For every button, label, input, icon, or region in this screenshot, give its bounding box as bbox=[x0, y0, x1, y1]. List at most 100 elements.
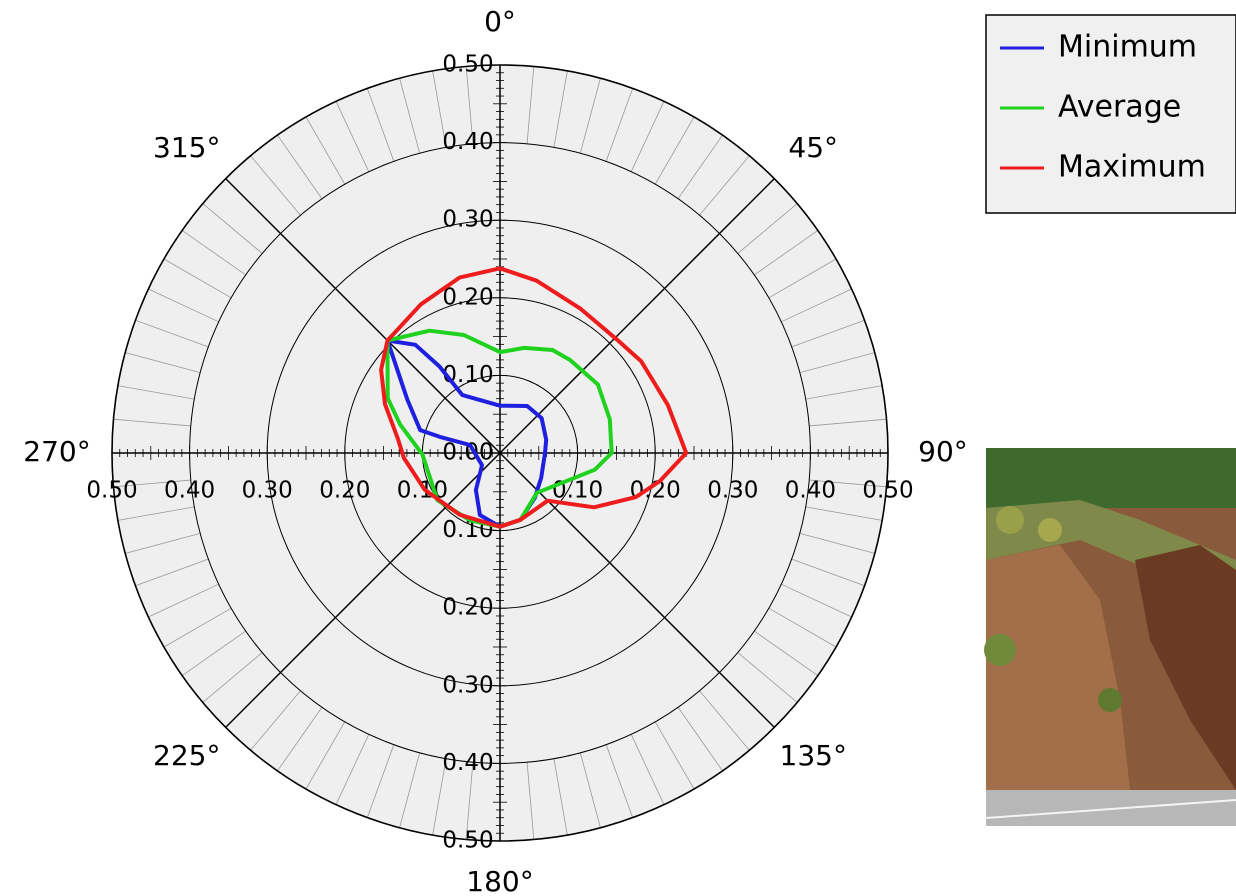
band-spoke bbox=[737, 652, 798, 703]
r-tick-label: 0.40 bbox=[164, 478, 215, 504]
r-tick-label: 0.40 bbox=[442, 129, 493, 155]
band-spoke bbox=[654, 116, 695, 185]
band-spoke bbox=[366, 88, 395, 162]
band-spoke bbox=[605, 88, 634, 162]
axis-spoke bbox=[499, 178, 775, 454]
band-spoke bbox=[579, 78, 601, 154]
band-spoke bbox=[135, 319, 209, 348]
band-spoke bbox=[805, 385, 883, 400]
band-spoke bbox=[754, 230, 819, 276]
band-spoke bbox=[277, 134, 323, 199]
axis-spoke bbox=[225, 178, 501, 454]
r-tick-label: 0.20 bbox=[442, 284, 493, 310]
band-spoke bbox=[305, 721, 346, 790]
band-spoke bbox=[579, 752, 601, 828]
r-tick-label: 0.10 bbox=[442, 362, 493, 388]
band-spoke bbox=[699, 155, 750, 216]
band-spoke bbox=[399, 752, 421, 828]
band-spoke bbox=[526, 762, 535, 840]
band-spoke bbox=[630, 734, 665, 805]
band-spoke bbox=[113, 479, 191, 488]
angle-label: 270° bbox=[23, 435, 90, 468]
band-spoke bbox=[799, 532, 875, 554]
legend-label: Average bbox=[1058, 90, 1181, 125]
band-spoke bbox=[768, 258, 837, 299]
band-spoke bbox=[465, 66, 474, 144]
band-spoke bbox=[791, 558, 865, 587]
band-spoke bbox=[526, 66, 535, 144]
band-spoke bbox=[399, 78, 421, 154]
band-spoke bbox=[148, 583, 219, 618]
r-tick-label: 0.30 bbox=[442, 207, 493, 233]
angle-label: 0° bbox=[484, 5, 516, 38]
band-spoke bbox=[125, 352, 201, 374]
band-spoke bbox=[677, 134, 723, 199]
band-spoke bbox=[125, 532, 201, 554]
photo bbox=[984, 448, 1236, 826]
band-spoke bbox=[250, 690, 301, 751]
angle-label: 135° bbox=[780, 739, 847, 772]
legend-label: Minimum bbox=[1058, 30, 1197, 65]
band-spoke bbox=[135, 558, 209, 587]
band-spoke bbox=[432, 758, 447, 836]
band-spoke bbox=[699, 690, 750, 751]
band-spoke bbox=[605, 744, 634, 818]
legend-label: Maximum bbox=[1058, 150, 1206, 185]
r-tick-label: 0.30 bbox=[242, 478, 293, 504]
band-spoke bbox=[335, 101, 370, 172]
band-spoke bbox=[809, 479, 887, 488]
r-tick-label: 0.20 bbox=[319, 478, 370, 504]
band-spoke bbox=[148, 288, 219, 323]
band-spoke bbox=[113, 418, 191, 427]
r-tick-label: 0.10 bbox=[552, 478, 603, 504]
band-spoke bbox=[465, 762, 474, 840]
band-spoke bbox=[117, 506, 195, 521]
band-spoke bbox=[768, 607, 837, 648]
angle-label: 315° bbox=[153, 131, 220, 164]
angle-label: 45° bbox=[788, 131, 838, 164]
band-spoke bbox=[737, 203, 798, 254]
band-spoke bbox=[791, 319, 865, 348]
r-tick-label: 0.30 bbox=[442, 672, 493, 698]
band-spoke bbox=[553, 758, 568, 836]
series-line bbox=[385, 338, 549, 529]
band-spoke bbox=[799, 352, 875, 374]
r-tick-label: 0.50 bbox=[862, 478, 913, 504]
band-spoke bbox=[754, 630, 819, 676]
band-spoke bbox=[553, 70, 568, 148]
band-spoke bbox=[163, 607, 232, 648]
band-spoke bbox=[630, 101, 665, 172]
band-spoke bbox=[181, 630, 246, 676]
r-tick-label: 0.40 bbox=[785, 478, 836, 504]
band-spoke bbox=[277, 707, 323, 772]
r-tick-label: 0.40 bbox=[442, 750, 493, 776]
band-spoke bbox=[366, 744, 395, 818]
band-spoke bbox=[781, 288, 852, 323]
axis-spoke bbox=[225, 452, 501, 728]
angle-label: 225° bbox=[153, 739, 220, 772]
band-spoke bbox=[335, 734, 370, 805]
band-spoke bbox=[163, 258, 232, 299]
band-spoke bbox=[181, 230, 246, 276]
polar-plot: 0°45°90°135°180°225°270°315°0.000.100.10… bbox=[23, 5, 968, 896]
r-tick-label: 0.50 bbox=[442, 52, 493, 78]
series-line bbox=[379, 266, 689, 529]
band-spoke bbox=[305, 116, 346, 185]
band-spoke bbox=[809, 418, 887, 427]
axis-spoke bbox=[499, 452, 775, 728]
band-spoke bbox=[781, 583, 852, 618]
band-spoke bbox=[432, 70, 447, 148]
band-spoke bbox=[654, 721, 695, 790]
r-tick-label: 0.50 bbox=[442, 828, 493, 854]
angle-label: 180° bbox=[466, 865, 533, 896]
band-spoke bbox=[202, 203, 263, 254]
r-tick-label: 0.20 bbox=[442, 595, 493, 621]
band-spoke bbox=[250, 155, 301, 216]
band-spoke bbox=[117, 385, 195, 400]
band-spoke bbox=[677, 707, 723, 772]
band-spoke bbox=[202, 652, 263, 703]
band-spoke bbox=[805, 506, 883, 521]
r-tick-label: 0.50 bbox=[86, 478, 137, 504]
